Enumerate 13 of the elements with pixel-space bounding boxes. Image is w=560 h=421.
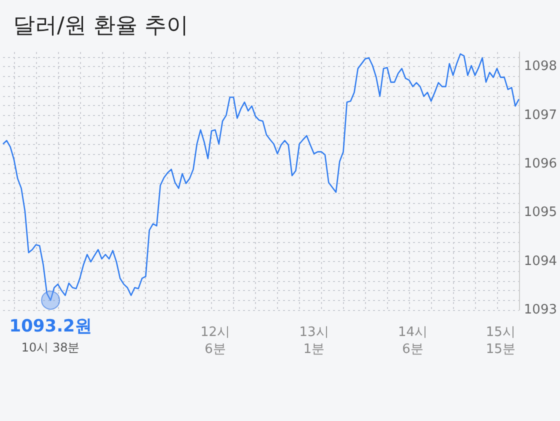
x-tick-label: 13시 1분 — [299, 325, 329, 357]
y-tick-label: 1098 — [524, 59, 558, 74]
y-tick-label: 1096 — [524, 156, 558, 172]
chart-title: 달러/원 환율 추이 — [13, 14, 188, 38]
annotation: 1093.2원 — [9, 316, 92, 336]
x-tick-label: 12시 6분 — [200, 325, 230, 357]
x-tick-label: 14시 6분 — [398, 325, 428, 357]
y-tick-label: 1097 — [524, 108, 558, 123]
y-tick-label: 1095 — [524, 205, 558, 220]
y-tick-label: 1094 — [524, 254, 558, 269]
x-tick-label: 15시 15분 — [486, 325, 516, 357]
x-tick-label: 10시 38분 — [21, 340, 80, 354]
y-tick-label: 1093 — [524, 302, 558, 318]
